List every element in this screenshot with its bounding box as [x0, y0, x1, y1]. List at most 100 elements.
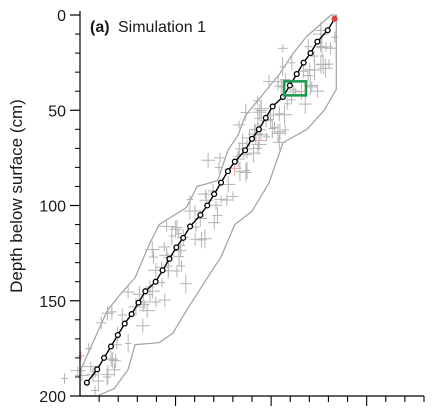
data-point — [94, 366, 101, 373]
sample-mark — [281, 124, 290, 136]
sample-mark — [173, 265, 181, 277]
sample-mark — [310, 50, 319, 62]
sample-mark — [158, 293, 172, 308]
sample-mark — [144, 241, 160, 258]
y-tick-label: 100 — [39, 199, 66, 216]
sample-mark — [263, 75, 276, 89]
sample-mark — [274, 76, 282, 87]
y-tick-label: 0 — [57, 8, 66, 25]
data-point — [83, 379, 90, 386]
y-tick-label: 150 — [39, 294, 66, 311]
sample-mark — [227, 191, 239, 202]
sample-mark — [173, 246, 185, 267]
data-point — [211, 191, 218, 198]
data-point — [217, 179, 225, 186]
data-point-endpoint — [331, 15, 338, 22]
data-point — [121, 320, 128, 327]
sample-mark — [107, 304, 117, 320]
sample-mark — [121, 286, 135, 298]
sample-mark — [288, 55, 296, 70]
sample-mark — [243, 162, 251, 179]
sample-mark — [309, 60, 320, 80]
sample-mark — [201, 152, 215, 168]
sample-mark — [179, 274, 192, 293]
sample-mark — [251, 139, 267, 150]
sample-mark — [214, 162, 224, 173]
sample-mark — [268, 118, 277, 139]
sample-mark — [214, 195, 228, 204]
chart-title: Simulation 1 — [118, 19, 206, 36]
data-point — [180, 234, 187, 241]
data-point — [128, 311, 135, 318]
sample-mark — [75, 369, 89, 381]
sample-mark — [235, 162, 245, 181]
sample-mark — [148, 250, 159, 264]
sample-mark — [171, 220, 183, 235]
sample-mark — [253, 99, 269, 118]
sample-mark — [277, 44, 288, 53]
sample-mark — [232, 120, 246, 129]
data-point — [107, 343, 115, 350]
sample-mark — [275, 106, 284, 122]
sample-mark — [319, 41, 334, 52]
sample-mark — [289, 84, 298, 95]
sample-mark — [135, 318, 150, 333]
sample-mark — [298, 64, 309, 78]
sample-mark — [273, 123, 286, 141]
sample-mark — [192, 221, 200, 232]
data-point — [293, 71, 300, 78]
sample-mark — [124, 334, 132, 353]
sample-mark — [108, 352, 117, 369]
sample-mark — [92, 371, 105, 391]
data-point — [173, 244, 180, 251]
data-point — [255, 126, 262, 133]
series-layer — [83, 15, 338, 386]
sample-mark — [331, 31, 339, 43]
data-point — [324, 27, 331, 34]
sample-mark — [246, 144, 261, 163]
data-point — [187, 223, 194, 230]
sample-mark — [287, 95, 296, 104]
data-point — [159, 267, 166, 274]
data-point — [231, 158, 238, 165]
sample-mark — [272, 134, 286, 150]
data-point — [142, 288, 149, 295]
sample-mark — [197, 189, 213, 199]
sample-mark — [139, 300, 150, 309]
data-point — [204, 202, 211, 209]
data-point — [314, 38, 321, 45]
data-point — [224, 168, 231, 175]
sample-mark — [276, 105, 293, 125]
sample-mark — [252, 104, 267, 121]
sample-mark — [296, 82, 306, 100]
sample-mark — [279, 57, 286, 77]
sample-mark — [108, 363, 121, 377]
sample-mark — [150, 296, 161, 308]
data-point — [286, 82, 293, 89]
sample-mark — [110, 353, 121, 369]
axes-layer: 0 50 100 150 200 — [39, 8, 425, 406]
sample-mark — [280, 73, 291, 86]
sample-mark — [77, 351, 85, 361]
sample-mark — [240, 162, 252, 183]
sample-mark — [139, 303, 156, 318]
data-point — [307, 50, 314, 57]
highlight-layer — [282, 80, 308, 97]
sample-mark — [184, 202, 196, 220]
sample-mark — [306, 81, 318, 93]
sample-mark — [158, 221, 175, 232]
sample-mark — [283, 97, 291, 110]
sample-mark — [318, 58, 333, 78]
sample-mark — [270, 121, 279, 134]
data-point — [135, 299, 142, 306]
sample-mark — [85, 343, 93, 354]
chart-panel-label: (a) — [90, 19, 110, 36]
sample-mark — [91, 385, 100, 396]
series-line — [86, 18, 336, 384]
sample-mark — [103, 368, 112, 386]
sample-mark — [198, 229, 212, 249]
sample-mark — [253, 96, 262, 106]
data-point — [101, 354, 108, 361]
data-point — [262, 114, 269, 121]
